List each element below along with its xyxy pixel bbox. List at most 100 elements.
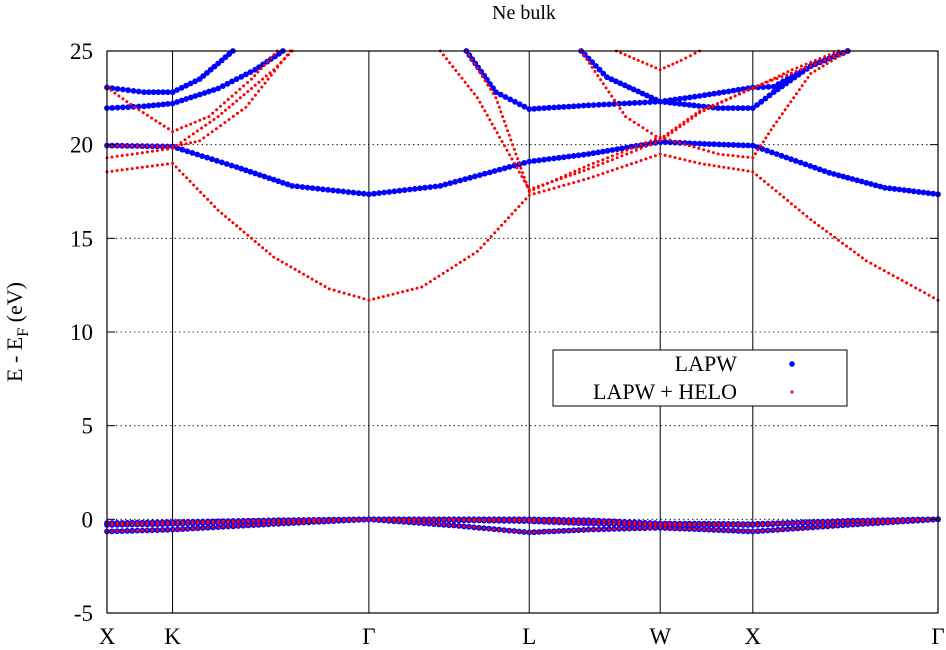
band-point bbox=[327, 518, 331, 522]
band-point bbox=[658, 152, 662, 156]
band-point bbox=[610, 158, 614, 162]
band-point bbox=[115, 144, 119, 148]
series-lapw bbox=[104, 48, 941, 536]
band-point bbox=[596, 163, 600, 167]
band-point bbox=[206, 526, 210, 530]
band-point bbox=[542, 189, 546, 193]
band-point bbox=[726, 153, 730, 157]
band-point bbox=[812, 164, 818, 171]
band-point bbox=[849, 247, 852, 251]
band-point bbox=[452, 178, 459, 185]
band-point bbox=[532, 192, 536, 196]
band-point bbox=[791, 527, 795, 531]
band-point bbox=[497, 517, 501, 521]
band-point bbox=[512, 161, 516, 165]
band-point bbox=[397, 517, 401, 521]
band-point bbox=[150, 520, 154, 524]
band-point bbox=[694, 112, 698, 116]
band-point bbox=[512, 517, 516, 521]
band-point bbox=[154, 119, 158, 123]
band-point bbox=[766, 529, 770, 532]
band-point bbox=[622, 520, 626, 524]
band-point bbox=[562, 183, 566, 187]
band-point bbox=[547, 188, 551, 192]
band-point bbox=[692, 145, 696, 149]
band-point bbox=[663, 526, 667, 530]
band-point bbox=[524, 180, 528, 184]
band-point bbox=[226, 98, 230, 101]
band-point bbox=[809, 218, 813, 222]
band-point bbox=[342, 291, 346, 295]
band-point bbox=[701, 141, 708, 147]
band-point bbox=[872, 182, 879, 189]
band-point bbox=[507, 133, 511, 137]
band-point bbox=[806, 526, 810, 530]
band-point bbox=[521, 103, 528, 110]
band-point bbox=[197, 91, 203, 98]
band-point bbox=[546, 104, 552, 111]
band-point bbox=[503, 220, 507, 223]
band-point bbox=[602, 522, 606, 526]
band-point bbox=[428, 280, 432, 284]
band-point bbox=[447, 517, 451, 521]
band-point bbox=[201, 90, 208, 96]
band-point bbox=[386, 293, 390, 297]
band-point bbox=[183, 138, 187, 142]
band-point bbox=[617, 527, 621, 531]
band-point bbox=[736, 529, 740, 533]
band-point bbox=[238, 73, 245, 80]
band-point bbox=[420, 285, 424, 289]
band-point bbox=[746, 155, 750, 159]
band-point bbox=[876, 518, 880, 522]
band-point bbox=[582, 53, 586, 57]
band-point bbox=[770, 89, 777, 96]
band-point bbox=[422, 517, 426, 521]
band-point bbox=[140, 165, 144, 169]
band-point bbox=[309, 185, 316, 192]
band-point bbox=[746, 169, 750, 173]
band-point bbox=[287, 521, 291, 525]
band-point bbox=[630, 86, 637, 93]
band-point bbox=[730, 87, 737, 94]
band-point bbox=[654, 134, 658, 138]
band-point bbox=[599, 78, 603, 82]
band-point bbox=[720, 141, 727, 148]
band-point bbox=[227, 118, 231, 121]
band-point bbox=[591, 165, 595, 169]
band-point bbox=[797, 88, 801, 92]
band-point bbox=[759, 144, 763, 148]
band-point bbox=[391, 292, 395, 296]
band-point bbox=[587, 163, 590, 167]
band-point bbox=[169, 100, 176, 107]
band-point bbox=[516, 157, 520, 161]
band-point bbox=[125, 104, 132, 110]
band-point bbox=[628, 520, 631, 524]
band-point bbox=[686, 117, 690, 121]
band-point bbox=[653, 137, 657, 141]
band-point bbox=[302, 518, 306, 522]
band-point bbox=[238, 87, 242, 91]
band-point bbox=[160, 89, 167, 96]
band-point bbox=[829, 232, 833, 236]
band-point bbox=[427, 522, 431, 526]
band-point bbox=[745, 142, 751, 149]
band-point bbox=[120, 168, 124, 172]
band-point bbox=[838, 54, 842, 58]
band-point bbox=[626, 100, 633, 107]
band-point bbox=[780, 75, 784, 79]
band-point bbox=[264, 249, 268, 253]
band-point bbox=[184, 142, 188, 146]
band-point bbox=[272, 522, 276, 526]
band-point bbox=[735, 142, 742, 149]
band-point bbox=[751, 156, 755, 160]
band-point bbox=[140, 529, 144, 532]
band-point bbox=[488, 118, 492, 122]
band-point bbox=[198, 118, 202, 122]
band-point bbox=[601, 82, 605, 86]
band-point bbox=[417, 185, 423, 192]
band-point bbox=[166, 528, 169, 532]
band-point bbox=[789, 73, 796, 80]
band-point bbox=[477, 526, 481, 530]
band-point bbox=[641, 126, 645, 130]
band-point bbox=[809, 64, 813, 68]
